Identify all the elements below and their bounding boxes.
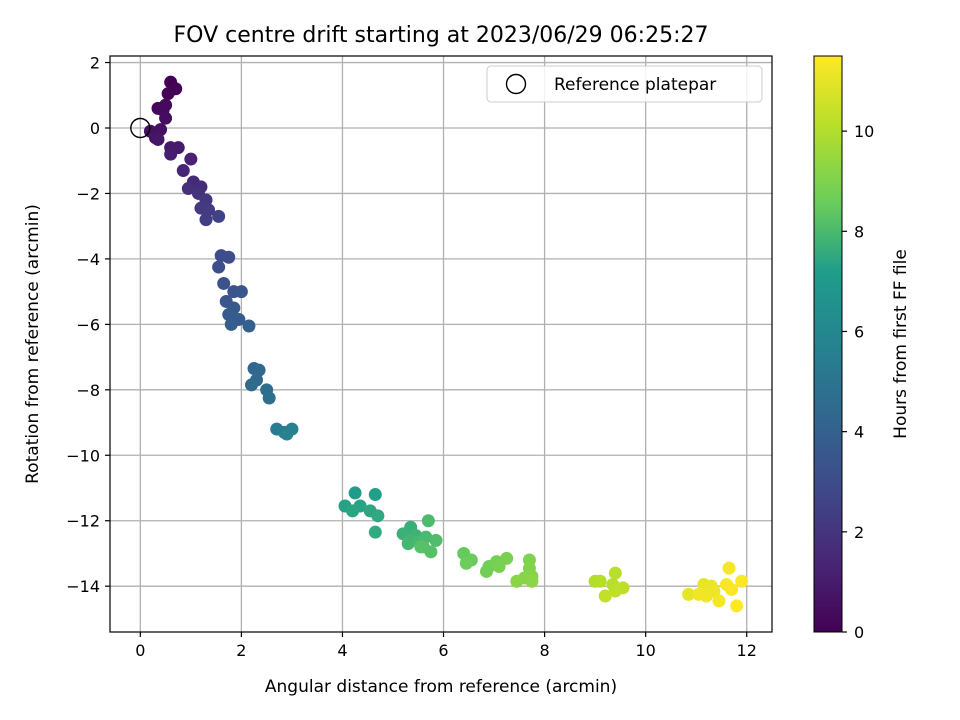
scatter-point — [348, 486, 362, 500]
scatter-point — [401, 537, 415, 551]
x-axis-ticks: 0 2 4 6 8 10 12 — [135, 632, 757, 660]
scatter-point — [161, 87, 175, 101]
legend-box — [486, 65, 763, 103]
scatter-point — [593, 574, 607, 588]
scatter-point — [510, 574, 524, 588]
scatter-point — [730, 599, 744, 613]
y-tick-label: 2 — [90, 54, 100, 73]
y-tick-label: −4 — [76, 250, 100, 269]
y-tick-label: −12 — [66, 512, 100, 531]
scatter-point — [159, 111, 173, 125]
y-tick-label: −2 — [76, 184, 100, 203]
colorbar-tick-label: 4 — [854, 423, 864, 442]
scatter-point — [164, 147, 178, 161]
reference-marker — [130, 117, 151, 139]
plot-area: 0 2 4 6 8 10 12 2 0 −2 −4 −6 −8 −10 −12 −14 — [66, 54, 773, 660]
y-tick-label: −10 — [66, 446, 100, 465]
scatter-point — [222, 308, 236, 322]
x-tick-label: 10 — [635, 641, 655, 660]
scatter-point — [371, 509, 385, 523]
colorbar-tick-label: 6 — [854, 322, 864, 341]
colorbar-tick-label: 10 — [854, 122, 874, 141]
scatter-point — [234, 285, 248, 299]
y-tick-label: 0 — [90, 119, 100, 138]
x-tick-label: 8 — [540, 641, 550, 660]
scatter-point — [682, 587, 696, 601]
scatter-point — [217, 276, 231, 290]
scatter-point — [252, 363, 266, 377]
scatter-point — [429, 533, 443, 547]
scatter-point — [608, 566, 622, 580]
scatter-point — [735, 574, 749, 588]
scatter-point — [368, 525, 382, 539]
scatter-point — [421, 514, 435, 528]
plot-background — [110, 56, 772, 632]
legend: Reference platepar — [486, 65, 763, 103]
scatter-point — [222, 250, 236, 264]
scatter-point — [262, 391, 276, 405]
x-tick-label: 0 — [135, 641, 145, 660]
colorbar-label: Hours from first FF file — [891, 249, 911, 439]
scatter-point — [184, 152, 198, 166]
scatter-point — [500, 551, 514, 565]
scatter-point — [692, 587, 706, 601]
x-tick-label: 6 — [438, 641, 448, 660]
scatter-point — [212, 260, 226, 274]
scatter-point — [244, 378, 258, 392]
scatter-point — [176, 164, 190, 178]
scatter-point — [598, 589, 612, 603]
scatter-point — [725, 582, 739, 596]
scatter-point — [479, 564, 493, 578]
scatter-point — [151, 132, 165, 146]
scatter-point — [368, 488, 382, 502]
scatter-point — [492, 560, 506, 574]
y-tick-label: −6 — [76, 315, 100, 334]
y-axis-ticks: 2 0 −2 −4 −6 −8 −10 −12 −14 — [66, 54, 110, 596]
colorbar-tick-label: 0 — [854, 623, 864, 642]
scatter-point — [414, 540, 428, 554]
y-tick-label: −14 — [66, 577, 100, 596]
scatter-point — [722, 561, 736, 575]
scatter-point — [424, 545, 438, 559]
x-tick-label: 4 — [337, 641, 347, 660]
y-axis-label: Rotation from reference (arcmin) — [23, 204, 43, 484]
scatter-point — [199, 213, 213, 227]
scatter-point — [419, 530, 433, 544]
colorbar-tick-label: 2 — [854, 523, 864, 542]
legend-marker-open-circle — [505, 73, 527, 95]
scatter-point — [212, 209, 226, 223]
colorbar-tick-label: 8 — [854, 222, 864, 241]
scatter-point — [202, 203, 216, 217]
scatter-point — [242, 319, 256, 333]
scatter-point — [280, 427, 294, 441]
colorbar: 0 2 4 6 8 10 Hours from first FF file — [813, 55, 911, 642]
scatter-point — [224, 317, 238, 331]
chart-title: FOV centre drift starting at 2023/06/29 … — [174, 23, 709, 48]
scatter-point — [181, 182, 195, 196]
x-tick-label: 2 — [236, 641, 246, 660]
scatter-point — [712, 594, 726, 608]
scatter-point — [608, 584, 622, 598]
scatter-points — [143, 75, 749, 613]
colorbar-ticks: 0 2 4 6 8 10 — [842, 122, 874, 642]
colorbar-gradient — [813, 55, 843, 633]
scatter-point — [346, 504, 360, 518]
y-tick-label: −8 — [76, 381, 100, 400]
reference-platepar-marker — [130, 117, 151, 139]
x-tick-label: 12 — [737, 641, 757, 660]
scatter-point — [525, 574, 539, 588]
x-axis-label: Angular distance from reference (arcmin) — [265, 677, 617, 697]
plot-frame — [109, 55, 773, 633]
legend-entry-label: Reference platepar — [554, 75, 716, 95]
scatter-point — [459, 556, 473, 570]
